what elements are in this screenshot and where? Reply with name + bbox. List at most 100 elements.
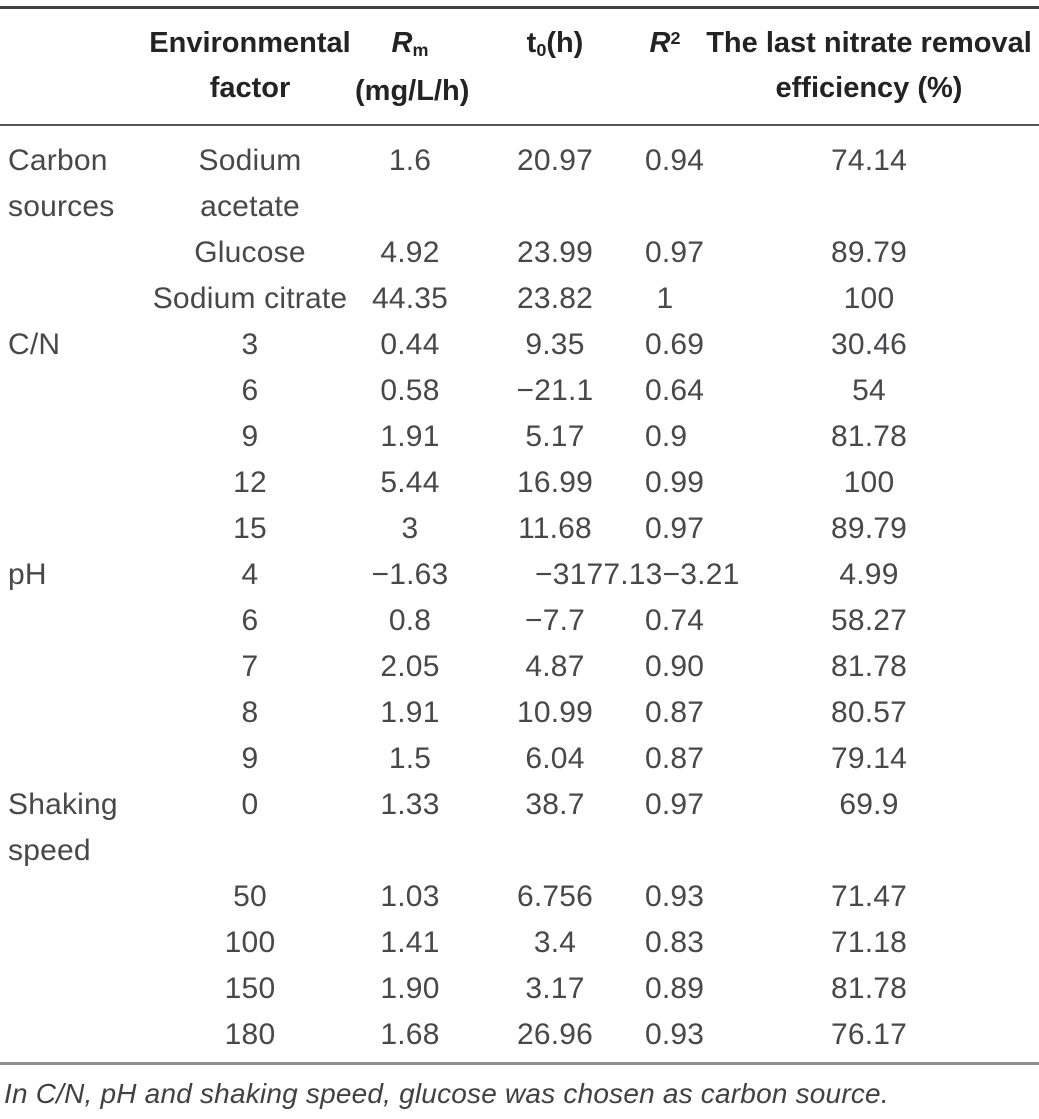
- cell-rm: 1.41: [380, 926, 440, 959]
- cell-t0: −7.7: [524, 604, 586, 637]
- cell-factor-group: [0, 1012, 145, 1058]
- cell-r2: 0.83: [645, 926, 705, 959]
- cell-factor-level: 150: [224, 972, 276, 1005]
- rm-unit: (mg/L/h): [355, 75, 470, 107]
- cell-r2: 0.97: [645, 236, 705, 269]
- cell-efficiency: 89.79: [830, 236, 908, 269]
- header-factor-group: [0, 7, 145, 126]
- table-row: 180 1.68 26.96 0.93 76.17: [0, 1012, 1039, 1058]
- cell-t0: 9.35: [525, 328, 585, 361]
- table-row: 15 3 11.68 0.97 89.79: [0, 506, 1039, 552]
- table-row: Carbon sources Sodium acetate 1.6 20.97 0.94…: [0, 125, 1039, 230]
- cell-efficiency: 58.27: [830, 604, 908, 637]
- cell-r2: 0.87: [645, 696, 705, 729]
- cell-t0: 26.96: [516, 1018, 594, 1051]
- cell-rm: 0.58: [380, 374, 440, 407]
- cell-t0: 23.82: [516, 282, 594, 315]
- t0-suffix: (h): [546, 27, 584, 59]
- cell-factor-level: 180: [224, 1018, 276, 1051]
- r2-superscript: 2: [670, 27, 681, 48]
- cell-t0: 4.87: [525, 650, 585, 683]
- header-environmental-factor: Environmental factor: [145, 7, 355, 126]
- cell-factor-group: [0, 736, 145, 782]
- table-body: Carbon sources Sodium acetate 1.6 20.97 0.94…: [0, 125, 1039, 1058]
- header-efficiency: The last nitrate removal efficiency (%): [685, 7, 1039, 126]
- cell-efficiency: 81.78: [830, 650, 908, 683]
- cell-rm: 1.5: [388, 742, 432, 775]
- table-header: Environmental factor Rm (mg/L/h) t0(h) R2…: [0, 7, 1039, 126]
- cell-t0: 6.04: [525, 742, 585, 775]
- cell-factor-level: 6: [241, 604, 259, 637]
- cell-efficiency: 74.14: [830, 144, 908, 177]
- cell-rm: 0.44: [380, 328, 440, 361]
- data-table: Environmental factor Rm (mg/L/h) t0(h) R2…: [0, 6, 1039, 1058]
- table-footnote: In C/N, pH and shaking speed, glucose wa…: [4, 1078, 889, 1109]
- cell-efficiency: 81.78: [830, 972, 908, 1005]
- cell-factor-level: 0: [241, 788, 259, 821]
- cell-factor-group: [0, 874, 145, 920]
- cell-factor-level: 4: [241, 558, 259, 591]
- table-row: C/N 3 0.44 9.35 0.69 30.46: [0, 322, 1039, 368]
- cell-r2: 0.69: [645, 328, 705, 361]
- cell-efficiency: 79.14: [830, 742, 908, 775]
- cell-efficiency: 4.99: [839, 558, 899, 591]
- cell-rm: 1.03: [380, 880, 440, 913]
- cell-factor-level: 8: [241, 696, 259, 729]
- cell-rm: 44.35: [371, 282, 449, 315]
- table-row: 150 1.90 3.17 0.89 81.78: [0, 966, 1039, 1012]
- cell-rm: 1.91: [380, 696, 440, 729]
- cell-r2: 0.93: [645, 1018, 705, 1051]
- cell-r2: 0.89: [645, 972, 705, 1005]
- cell-rm: 1.33: [380, 788, 440, 821]
- header-t0: t0(h): [465, 7, 645, 126]
- table-row: 9 1.5 6.04 0.87 79.14: [0, 736, 1039, 782]
- cell-factor-group: C/N: [8, 328, 61, 361]
- cell-factor-group: [0, 598, 145, 644]
- cell-r2: 0.93: [645, 880, 705, 913]
- t0-subscript: 0: [536, 39, 547, 60]
- cell-r2: 0.64: [645, 374, 705, 407]
- cell-factor-level: Glucose: [194, 236, 306, 269]
- cell-r2: 0.87: [645, 742, 705, 775]
- table-row: 6 0.58 −21.1 0.64 54: [0, 368, 1039, 414]
- cell-efficiency: 100: [843, 282, 895, 315]
- cell-factor-level: 6: [241, 374, 259, 407]
- cell-factor-level: Sodium acetate: [198, 144, 302, 223]
- cell-r2: 0.74: [645, 604, 705, 637]
- cell-efficiency: 80.57: [830, 696, 908, 729]
- cell-r2: 0.9: [645, 420, 688, 453]
- table-row: pH 4 −1.63 −3177.13−3.21 4.99: [0, 552, 1039, 598]
- cell-t0: 3.4: [533, 926, 577, 959]
- cell-factor-group: [0, 690, 145, 736]
- cell-factor-level: 9: [241, 420, 259, 453]
- cell-factor-level: 15: [233, 512, 267, 545]
- cell-t0: −21.1: [516, 374, 594, 407]
- cell-efficiency: 100: [843, 466, 895, 499]
- cell-r2: 0.99: [645, 466, 705, 499]
- footnote-divider: [0, 1062, 1039, 1065]
- cell-rm: 0.8: [388, 604, 432, 637]
- table-row: 9 1.91 5.17 0.9 81.78: [0, 414, 1039, 460]
- cell-r2: 0.90: [645, 650, 705, 683]
- cell-r2: 1: [656, 282, 674, 315]
- cell-efficiency: 30.46: [830, 328, 908, 361]
- cell-factor-level: 100: [224, 926, 276, 959]
- rm-subscript: m: [412, 39, 429, 60]
- cell-t0: −3177.13: [535, 558, 663, 591]
- rm-symbol-group: Rm: [392, 27, 429, 60]
- cell-rm: 4.92: [380, 236, 440, 269]
- cell-factor-level: 3: [241, 328, 259, 361]
- cell-r2: 0.97: [645, 788, 705, 821]
- cell-t0: 11.68: [518, 512, 592, 545]
- table-row: 7 2.05 4.87 0.90 81.78: [0, 644, 1039, 690]
- cell-rm: 1.68: [380, 1018, 440, 1051]
- cell-efficiency: 69.9: [839, 788, 899, 821]
- cell-factor-group: [0, 644, 145, 690]
- cell-efficiency: 76.17: [830, 1018, 908, 1051]
- cell-factor-level: 12: [233, 466, 267, 499]
- cell-t0: 16.99: [516, 466, 594, 499]
- table-row: 100 1.41 3.4 0.83 71.18: [0, 920, 1039, 966]
- cell-factor-level: 50: [233, 880, 267, 913]
- cell-rm: 1.91: [380, 420, 440, 453]
